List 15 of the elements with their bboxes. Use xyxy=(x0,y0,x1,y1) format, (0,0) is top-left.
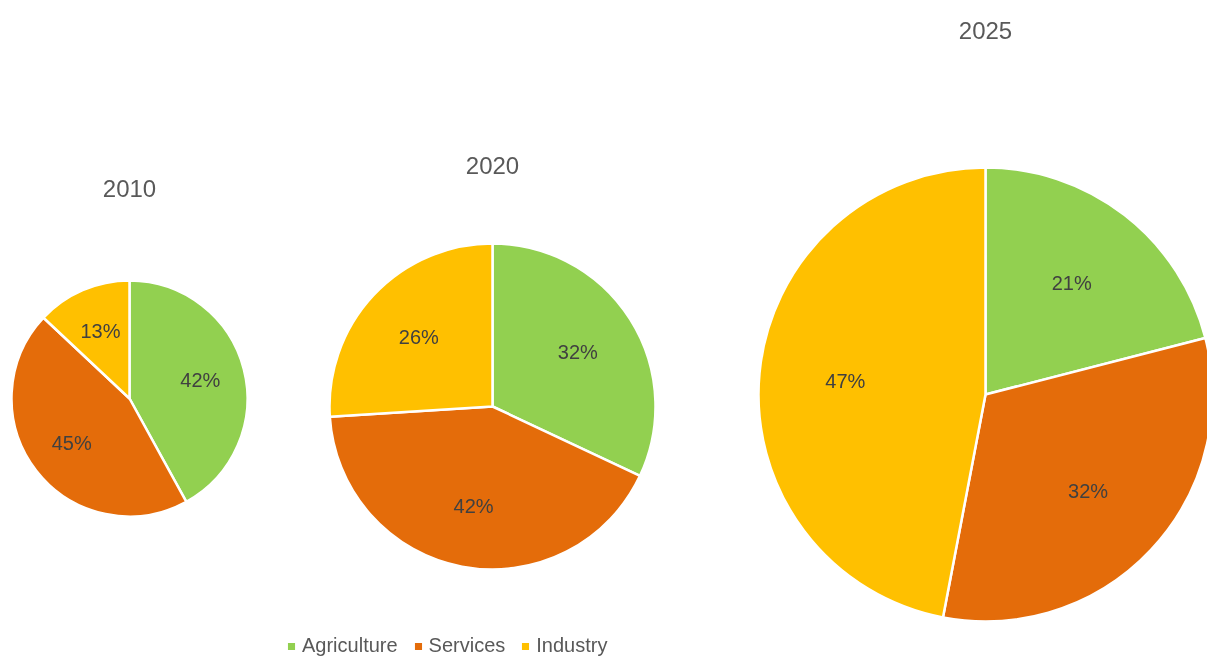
data-label: 42% xyxy=(453,494,494,517)
data-label: 21% xyxy=(1051,272,1092,295)
legend-label: Agriculture xyxy=(302,634,398,657)
chart-title: 2020 xyxy=(465,152,520,179)
data-label: 32% xyxy=(557,341,599,364)
legend-label: Services xyxy=(428,634,506,657)
data-label: 13% xyxy=(80,320,121,343)
data-label: 47% xyxy=(825,370,866,393)
legend-label: Industry xyxy=(536,634,608,657)
data-label: 32% xyxy=(1068,479,1109,502)
data-label: 26% xyxy=(398,326,440,349)
data-label: 42% xyxy=(180,369,221,392)
data-label: 45% xyxy=(51,432,92,455)
chart-title: 2010 xyxy=(102,175,157,202)
chart-title: 2025 xyxy=(958,17,1013,44)
